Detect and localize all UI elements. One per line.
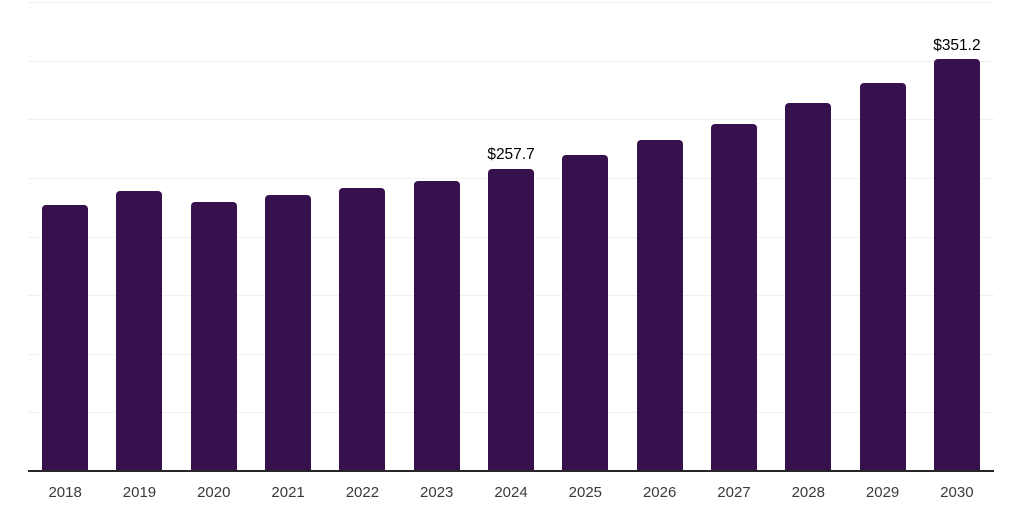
- bar-value-label-2024: $257.7: [487, 146, 535, 164]
- bar-2030: [933, 59, 980, 471]
- bar-2026: [636, 139, 683, 471]
- bar-slot-2022: [325, 2, 399, 471]
- bar-slot-2018: [28, 2, 102, 471]
- bar-2021: [265, 194, 312, 471]
- bar-2018: [42, 204, 89, 471]
- plot-area: $257.7 $351.2: [28, 2, 994, 471]
- x-axis-label-2025: 2025: [568, 484, 603, 501]
- bar-slot-2020: [177, 2, 251, 471]
- x-axis-line: [28, 470, 994, 472]
- bar-2019: [116, 191, 163, 471]
- x-axis-label-2021: 2021: [271, 484, 305, 501]
- x-axis-label-2023: 2023: [420, 484, 454, 501]
- bar-value-label-2030: $351.2: [933, 36, 981, 54]
- x-axis-label-2019: 2019: [122, 484, 157, 501]
- x-axis-label-2028: 2028: [791, 484, 825, 501]
- bar-slot-2023: [400, 2, 474, 471]
- bar-slot-2024: $257.7: [474, 2, 548, 471]
- x-axis-label-2018: 2018: [48, 484, 82, 501]
- x-axis-label-2029: 2029: [865, 484, 900, 501]
- bar-slot-2026: [623, 2, 697, 471]
- bar-2025: [562, 155, 609, 471]
- x-axis-label-2020: 2020: [197, 484, 231, 501]
- x-axis-labels: 2018 2019 2020 2021 2022 2023 2024 2025 2026 2027…: [28, 485, 994, 500]
- bar-slot-2030: $351.2: [920, 2, 994, 471]
- bar-slot-2021: [251, 2, 325, 471]
- bar-slot-2025: [548, 2, 622, 471]
- bar-2023: [413, 180, 460, 471]
- x-axis-label-2030: 2030: [940, 484, 974, 501]
- bar-slot-2019: [102, 2, 176, 471]
- bar-2020: [190, 201, 237, 471]
- gridline-350: [28, 60, 994, 62]
- bar-2027: [710, 123, 757, 471]
- bar-2024: [488, 168, 535, 471]
- bar-series: $257.7 $351.2: [28, 2, 994, 471]
- x-axis-label-2026: 2026: [642, 484, 677, 501]
- gridline-300: [28, 119, 994, 121]
- x-axis-label-2022: 2022: [345, 484, 380, 501]
- bar-slot-2027: [697, 2, 771, 471]
- bar-2029: [859, 82, 906, 471]
- bar-slot-2029: [845, 2, 919, 471]
- bar-2022: [339, 187, 386, 471]
- x-axis-label-2024: 2024: [494, 484, 528, 501]
- x-axis-label-2027: 2027: [717, 484, 751, 501]
- bar-slot-2028: [771, 2, 845, 471]
- gridline-400: [28, 2, 994, 3]
- bar-2028: [785, 102, 832, 471]
